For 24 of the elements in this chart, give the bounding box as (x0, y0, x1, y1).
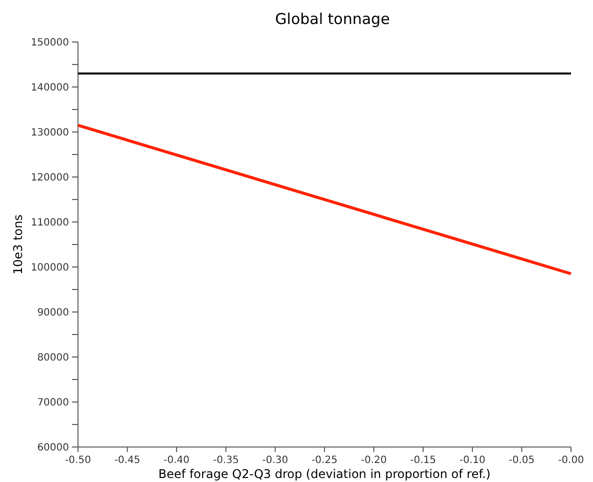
y-tick-label: 110000 (30, 218, 69, 228)
x-tick-label: -0.35 (212, 455, 239, 466)
y-tick-label: 90000 (37, 308, 69, 318)
y-tick-label: 130000 (30, 128, 69, 138)
x-tick-label: -0.50 (65, 455, 91, 466)
y-tick-label: 140000 (30, 82, 69, 94)
y-tick-label: 70000 (37, 398, 69, 408)
x-tick-label: -0.05 (508, 455, 535, 466)
y-axis-title: 10e3 tons (11, 214, 25, 275)
chart-title: Global tonnage (275, 10, 390, 28)
y-tick-label: 80000 (37, 352, 69, 364)
x-tick-label: -0.00 (558, 455, 584, 466)
x-tick-label: -0.25 (312, 455, 338, 466)
y-tick-label: 120000 (30, 172, 69, 184)
x-tick-label: -0.45 (114, 455, 140, 466)
y-tick-label: 60000 (37, 442, 69, 454)
y-tick-label: 100000 (30, 262, 69, 274)
x-tick-label: -0.10 (459, 455, 486, 466)
y-tick-label: 150000 (30, 38, 69, 48)
x-tick-label: -0.20 (360, 455, 387, 466)
x-tick-label: -0.30 (262, 455, 288, 466)
x-tick-label: -0.40 (164, 455, 190, 466)
x-tick-label: -0.15 (410, 455, 436, 466)
x-axis-title: Beef forage Q2-Q3 drop (deviation in proportion of ref.) (158, 467, 491, 481)
